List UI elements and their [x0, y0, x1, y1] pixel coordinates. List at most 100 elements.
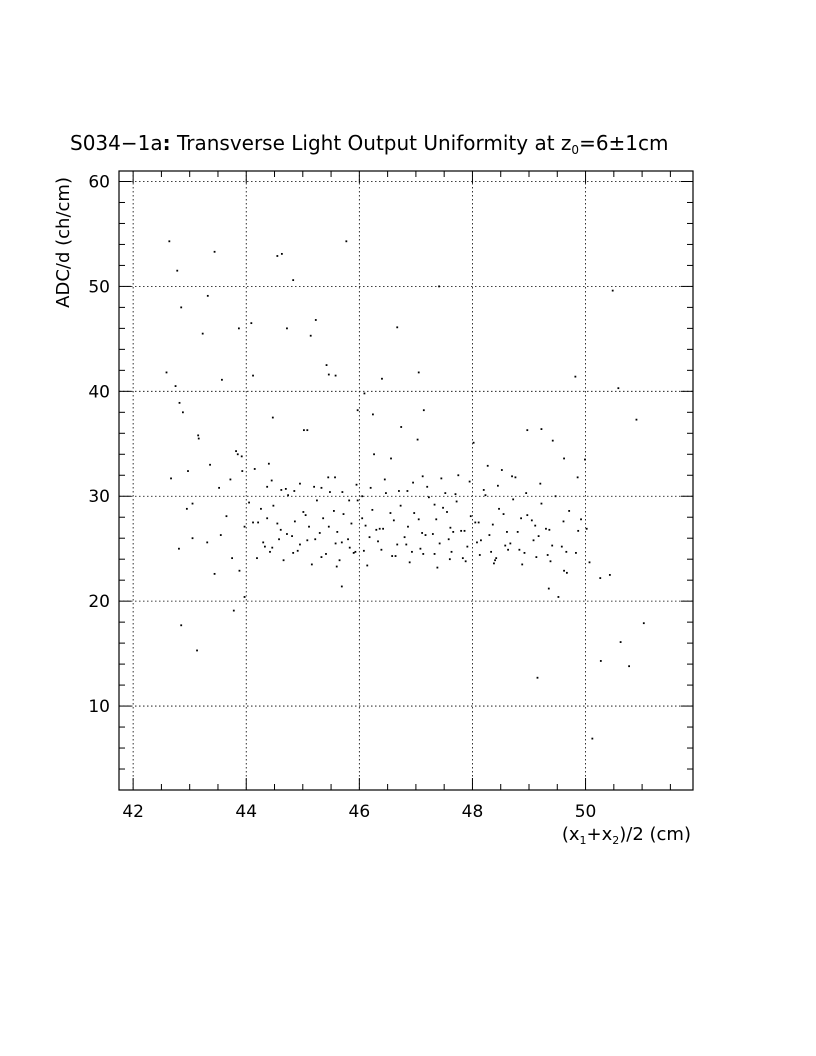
data-point — [526, 429, 529, 432]
data-point — [318, 532, 321, 534]
data-point — [191, 537, 194, 540]
y-tick-label: 10 — [88, 697, 110, 717]
data-point — [412, 481, 414, 484]
data-point — [576, 476, 579, 479]
data-point — [563, 569, 565, 572]
data-point — [340, 585, 343, 588]
data-point — [320, 486, 323, 489]
data-point — [568, 510, 571, 512]
data-point — [278, 538, 280, 541]
data-point — [496, 484, 499, 487]
data-point — [373, 453, 375, 456]
data-point — [213, 572, 216, 575]
data-point — [165, 371, 168, 374]
data-point — [488, 534, 491, 536]
data-point — [545, 527, 547, 530]
data-point — [557, 596, 560, 598]
data-point — [348, 546, 351, 549]
data-point — [170, 477, 172, 480]
data-point — [406, 490, 409, 492]
data-point — [299, 482, 301, 485]
data-point — [382, 527, 384, 530]
data-point — [535, 556, 538, 558]
data-point — [336, 531, 339, 533]
title-colon: : — [163, 131, 171, 155]
data-point — [537, 535, 540, 538]
data-point — [469, 515, 472, 518]
data-point — [491, 523, 494, 526]
data-point — [320, 556, 323, 558]
data-point — [325, 364, 328, 366]
data-point — [413, 512, 416, 514]
data-point — [366, 564, 369, 567]
data-point — [304, 514, 307, 517]
data-point — [422, 553, 425, 555]
data-point — [313, 485, 316, 488]
data-point — [282, 559, 285, 562]
data-point — [241, 470, 244, 472]
data-point — [174, 385, 177, 387]
data-point — [383, 478, 386, 481]
xlabel-part-c: )/2 (cm) — [619, 824, 691, 845]
data-point — [442, 506, 444, 509]
data-point — [449, 526, 452, 529]
data-point — [490, 550, 493, 553]
data-point — [332, 510, 335, 512]
data-point — [356, 409, 359, 412]
data-point — [276, 522, 279, 525]
data-point — [260, 507, 262, 510]
chart-title: S034−1a: Transverse Light Output Uniform… — [70, 131, 669, 157]
data-point — [176, 269, 179, 272]
data-point — [617, 387, 620, 390]
data-point — [271, 546, 274, 549]
xlabel-part-a: (x — [562, 824, 580, 845]
data-point — [525, 492, 528, 494]
data-point — [478, 554, 481, 556]
data-point — [391, 555, 394, 557]
data-point — [286, 533, 288, 535]
data-point — [291, 535, 293, 538]
data-point — [342, 513, 345, 515]
data-point — [196, 649, 198, 652]
title-prefix: S034−1a — [70, 131, 163, 155]
data-point — [279, 528, 282, 531]
data-point — [306, 429, 309, 432]
data-point — [286, 327, 288, 330]
data-point — [407, 525, 409, 528]
data-point — [292, 551, 295, 554]
data-point — [446, 511, 448, 513]
data-point — [197, 437, 200, 440]
data-point — [574, 375, 577, 378]
data-point — [270, 479, 273, 482]
data-point — [460, 529, 463, 532]
data-point — [551, 439, 554, 442]
data-point — [213, 250, 216, 253]
title-subscript: 0 — [571, 143, 579, 157]
data-point — [385, 492, 387, 494]
x-axis-label: (x1+x2)/2 (cm) — [562, 824, 691, 847]
data-point — [364, 524, 367, 527]
data-point — [394, 555, 397, 557]
data-point — [461, 557, 464, 560]
data-point — [316, 499, 318, 502]
data-point — [530, 519, 533, 522]
data-point — [455, 500, 458, 503]
data-point — [348, 499, 351, 502]
axis-ticks — [119, 171, 693, 791]
data-point — [240, 455, 243, 458]
data-point — [426, 485, 429, 488]
data-point — [540, 502, 543, 505]
data-point — [548, 528, 551, 531]
data-point — [628, 665, 630, 668]
data-point — [482, 489, 485, 491]
data-point — [546, 554, 549, 556]
data-point — [355, 483, 358, 486]
data-point — [506, 531, 508, 533]
data-point — [539, 482, 542, 485]
data-point — [372, 413, 374, 416]
data-point — [380, 548, 383, 551]
data-point — [452, 531, 455, 533]
data-point — [588, 561, 591, 564]
data-point — [309, 334, 312, 337]
data-point — [436, 566, 439, 569]
